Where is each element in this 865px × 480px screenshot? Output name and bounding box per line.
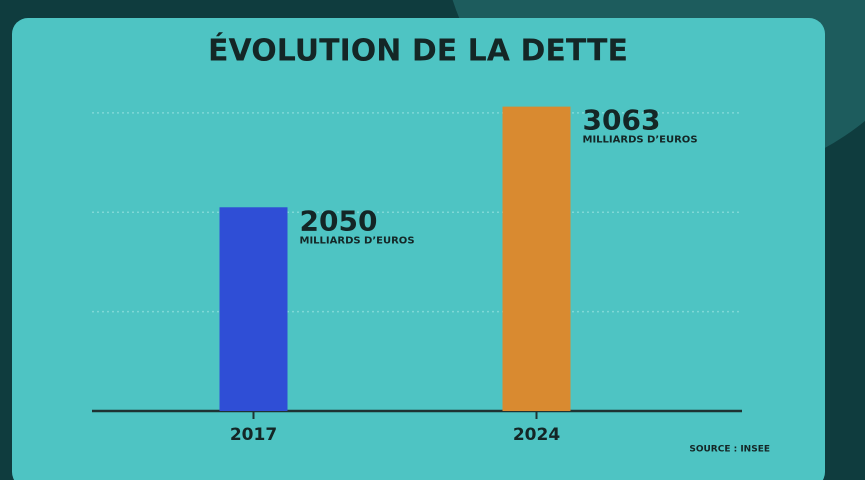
bar [219,207,288,411]
x-tick-label: 2017 [230,425,277,445]
unit-label: MILLIARDS D’EUROS [583,135,698,146]
chart-title: ÉVOLUTION DE LA DETTE [208,33,628,69]
bar [502,106,571,411]
value-label: 3063 [583,104,661,137]
x-tick-label: 2024 [513,425,560,445]
source: SOURCE : INSEE [689,445,770,455]
value-label: 2050 [300,204,378,237]
unit-label: MILLIARDS D’EUROS [300,235,415,246]
card [12,18,825,480]
